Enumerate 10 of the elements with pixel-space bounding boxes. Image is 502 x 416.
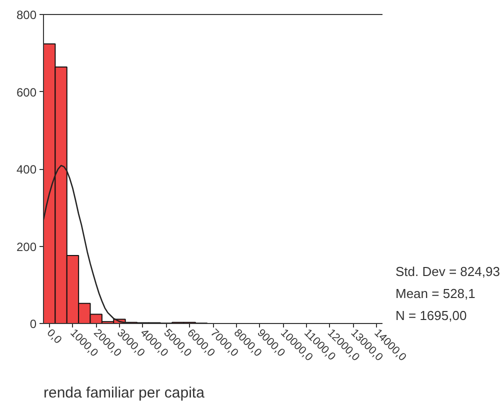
y-tick-label: 400	[16, 162, 37, 176]
x-axis-title: renda familiar per capita	[44, 384, 206, 402]
text: N = 1695,00	[396, 308, 467, 324]
text: Std. Dev = 824,93	[396, 264, 500, 280]
x-tick-label: 0,0	[44, 326, 64, 346]
y-tick-label: 600	[16, 85, 37, 100]
text: Mean = 528,1	[396, 286, 476, 302]
y-tick-label: 200	[16, 240, 37, 254]
y-tick-label: 0	[30, 317, 37, 331]
y-tick-label: 800	[16, 8, 37, 22]
